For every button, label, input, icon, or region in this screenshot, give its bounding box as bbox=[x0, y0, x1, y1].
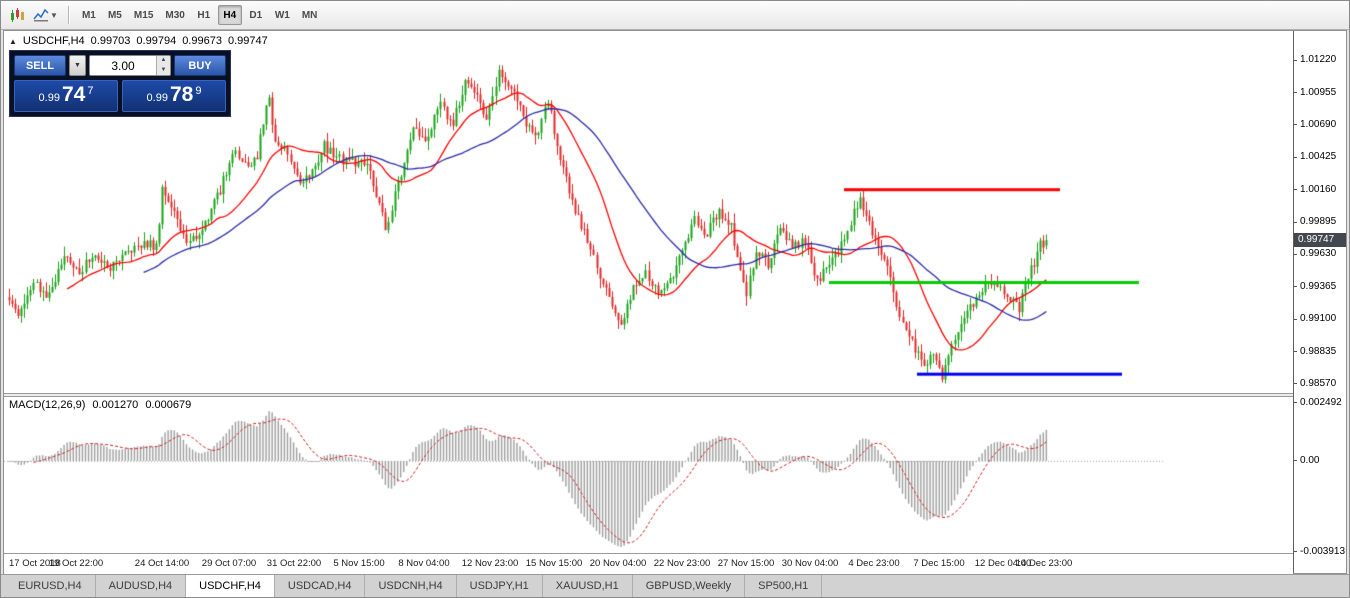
time-tick: 15 Nov 15:00 bbox=[525, 558, 583, 569]
time-tick: 5 Nov 15:00 bbox=[333, 558, 385, 569]
current-price-badge: 0.99747 bbox=[1294, 233, 1346, 248]
price-tick: 1.00425 bbox=[1294, 151, 1336, 162]
price-tick: 1.00160 bbox=[1294, 184, 1336, 195]
macd-value: 0.001270 bbox=[92, 399, 139, 411]
time-tick: 17 Oct 2018 bbox=[9, 558, 61, 569]
tab-usdcnh-h4[interactable]: USDCNH,H4 bbox=[365, 575, 457, 597]
chevron-down-icon: ▼ bbox=[74, 62, 81, 69]
time-tick: 27 Nov 15:00 bbox=[717, 558, 775, 569]
timeframe-h4[interactable]: H4 bbox=[217, 5, 242, 25]
macd-name: MACD(12,26,9) bbox=[9, 399, 86, 411]
chart-window: 17 Oct 2018 19 Oct 22:00 24 Oct 14:00 29 Oc… bbox=[3, 30, 1347, 574]
time-axis[interactable]: 17 Oct 2018 19 Oct 22:00 24 Oct 14:00 29 Oc… bbox=[4, 553, 1293, 574]
timeframe-m5[interactable]: M5 bbox=[103, 5, 127, 25]
sell-price-pips: 74 bbox=[61, 83, 86, 106]
buy-price-frac: 9 bbox=[195, 85, 202, 97]
time-tick: 8 Nov 04:00 bbox=[398, 558, 450, 569]
price-tick: 0.99895 bbox=[1294, 216, 1336, 227]
tab-gbpusd-weekly[interactable]: GBPUSD,Weekly bbox=[633, 575, 746, 597]
timeframe-m1[interactable]: M1 bbox=[77, 5, 101, 25]
one-click-trading-panel: SELL ▼ ▲ ▼ BUY 0.99 74 7 bbox=[9, 50, 231, 117]
price-tick: 0.98570 bbox=[1294, 378, 1336, 389]
tab-sp500-h1[interactable]: SP500,H1 bbox=[745, 575, 823, 597]
sell-price-frac: 7 bbox=[87, 85, 94, 97]
time-tick: 30 Nov 04:00 bbox=[781, 558, 839, 569]
chart-style-button[interactable] bbox=[6, 4, 28, 26]
time-tick: 29 Oct 07:00 bbox=[201, 558, 257, 569]
volume-up-button[interactable]: ▲ bbox=[157, 56, 170, 66]
timeframe-m15[interactable]: M15 bbox=[129, 5, 158, 25]
sell-price-main: 0.99 bbox=[38, 92, 60, 104]
time-tick: 14 Dec 23:00 bbox=[1015, 558, 1073, 569]
time-tick: 22 Nov 23:00 bbox=[653, 558, 711, 569]
macd-tick: 0.00 bbox=[1294, 455, 1319, 466]
pane-separator[interactable] bbox=[4, 393, 1293, 397]
price-tick: 0.99630 bbox=[1294, 248, 1336, 259]
price-tick: 1.00955 bbox=[1294, 87, 1336, 98]
symbol-label: USDCHF,H4 bbox=[22, 35, 85, 47]
time-tick: 12 Nov 23:00 bbox=[461, 558, 519, 569]
volume-input[interactable] bbox=[90, 56, 156, 75]
candlestick-chart-icon bbox=[11, 8, 24, 22]
oneclick-toggle[interactable]: ▲ bbox=[9, 36, 17, 46]
tab-xauusd-h1[interactable]: XAUUSD,H1 bbox=[543, 575, 633, 597]
volume-stepper: ▲ ▼ bbox=[156, 56, 170, 75]
timeframe-h1[interactable]: H1 bbox=[192, 5, 216, 25]
chart-tabs: EURUSD,H4 AUDUSD,H4 USDCHF,H4 USDCAD,H4 USDC… bbox=[1, 574, 1349, 597]
time-tick: 24 Oct 14:00 bbox=[134, 558, 190, 569]
time-tick: 31 Oct 22:00 bbox=[266, 558, 322, 569]
ohlc-high: 0.99794 bbox=[136, 35, 177, 47]
price-axis[interactable]: 0.99747 1.01220 1.00955 1.00690 1.00425 1.00… bbox=[1294, 31, 1346, 573]
macd-tick: -0.003913 bbox=[1294, 546, 1345, 557]
toolbar-separator bbox=[67, 6, 70, 24]
price-tick: 1.01220 bbox=[1294, 54, 1336, 65]
timeframe-d1[interactable]: D1 bbox=[244, 5, 268, 25]
order-options-dropdown[interactable]: ▼ bbox=[69, 55, 86, 76]
buy-price-main: 0.99 bbox=[146, 92, 168, 104]
indicators-button[interactable]: ▼ bbox=[30, 4, 61, 26]
time-tick: 19 Oct 22:00 bbox=[48, 558, 104, 569]
buy-button[interactable]: BUY bbox=[174, 55, 226, 76]
price-tick: 0.99100 bbox=[1294, 313, 1336, 324]
timeframe-w1[interactable]: W1 bbox=[270, 5, 295, 25]
price-tick: 0.99365 bbox=[1294, 281, 1336, 292]
top-toolbar: ▼ M1 M5 M15 M30 H1 H4 D1 W1 MN bbox=[1, 1, 1349, 30]
macd-signal-value: 0.000679 bbox=[145, 399, 192, 411]
chevron-down-icon: ▼ bbox=[50, 10, 58, 20]
macd-indicator-label: MACD(12,26,9) 0.001270 0.000679 bbox=[9, 399, 191, 411]
indicator-line-icon bbox=[33, 8, 49, 22]
time-tick: 4 Dec 23:00 bbox=[848, 558, 900, 569]
tab-usdchf-h4[interactable]: USDCHF,H4 bbox=[185, 575, 275, 597]
timeframe-buttons: M1 M5 M15 M30 H1 H4 D1 W1 MN bbox=[77, 5, 322, 25]
time-tick: 20 Nov 04:00 bbox=[589, 558, 647, 569]
timeframe-mn[interactable]: MN bbox=[297, 5, 323, 25]
time-tick: 7 Dec 15:00 bbox=[913, 558, 965, 569]
timeframe-m30[interactable]: M30 bbox=[160, 5, 189, 25]
volume-down-button[interactable]: ▼ bbox=[157, 65, 170, 75]
ohlc-open: 0.99703 bbox=[90, 35, 131, 47]
sell-button[interactable]: SELL bbox=[14, 55, 66, 76]
tab-eurusd-h4[interactable]: EURUSD,H4 bbox=[5, 575, 96, 597]
symbol-ohlc-line: ▲ USDCHF,H4 0.99703 0.99794 0.99673 0.99… bbox=[9, 35, 268, 47]
price-tick: 1.00690 bbox=[1294, 119, 1336, 130]
macd-chart-canvas[interactable] bbox=[4, 397, 1296, 553]
time-tick: 12 Dec 04:00 bbox=[974, 558, 1032, 569]
chart-plot-area[interactable]: 17 Oct 2018 19 Oct 22:00 24 Oct 14:00 29 Oc… bbox=[4, 31, 1296, 574]
buy-price-pips: 78 bbox=[169, 83, 194, 106]
ohlc-low: 0.99673 bbox=[182, 35, 222, 47]
buy-price-quote[interactable]: 0.99 78 9 bbox=[122, 80, 226, 112]
price-tick: 0.98835 bbox=[1294, 346, 1336, 357]
macd-tick: 0.002492 bbox=[1294, 397, 1342, 408]
tab-audusd-h4[interactable]: AUDUSD,H4 bbox=[96, 575, 187, 597]
tab-usdjpy-h1[interactable]: USDJPY,H1 bbox=[457, 575, 543, 597]
tab-usdcad-h4[interactable]: USDCAD,H4 bbox=[275, 575, 366, 597]
sell-price-quote[interactable]: 0.99 74 7 bbox=[14, 80, 118, 112]
ohlc-close: 0.99747 bbox=[227, 35, 268, 47]
